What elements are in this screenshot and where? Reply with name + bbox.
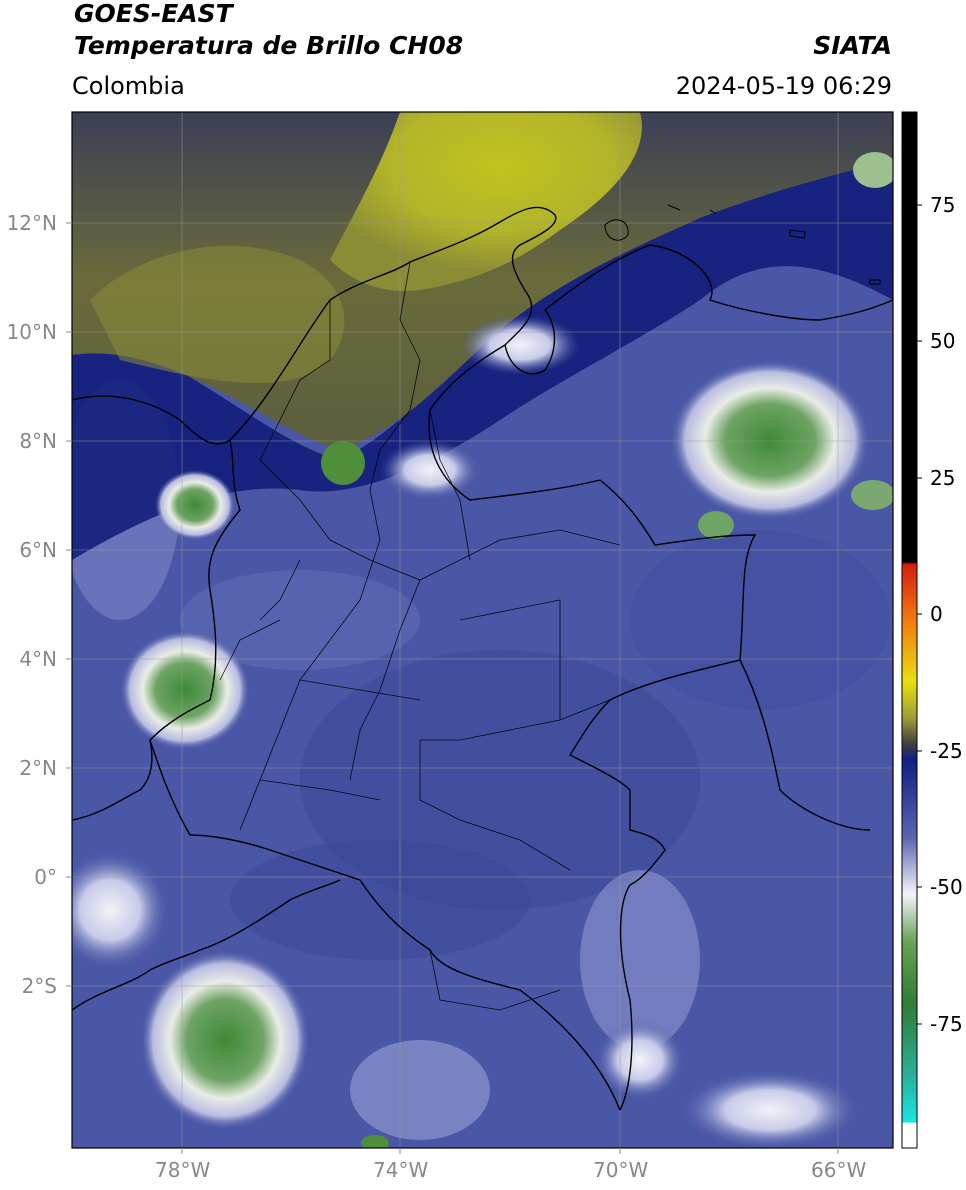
country-borders [72, 206, 893, 1111]
colorbar-label-75: 75 [930, 193, 956, 217]
lat-label-12n: 12°N [6, 211, 57, 235]
axis-ticks [66, 222, 839, 1154]
lon-label-74w: 74°W [373, 1158, 429, 1182]
gridlines [72, 112, 893, 1148]
department-borders [219, 261, 621, 1011]
lon-label-78w: 78°W [155, 1158, 211, 1182]
lat-label-6n: 6°N [19, 538, 57, 562]
lon-label-66w: 66°W [811, 1158, 867, 1182]
lat-label-10n: 10°N [6, 320, 57, 344]
colorbar-ticks [917, 204, 922, 1025]
lat-label-2n: 2°N [19, 756, 57, 780]
colorbar-label-50: 50 [930, 329, 956, 353]
lat-label-0: 0° [34, 865, 57, 889]
colorbar-label-neg75: -75 [930, 1012, 963, 1036]
map-frame [71, 111, 894, 1149]
colorbar-label-neg50: -50 [930, 875, 963, 899]
lat-label-8n: 8°N [19, 429, 57, 453]
colorbar [901, 111, 918, 1149]
colorbar-label-0: 0 [930, 602, 943, 626]
lat-label-2s: 2°S [21, 974, 57, 998]
satellite-title: GOES-EAST [74, 0, 233, 28]
agency-label: SIATA [813, 31, 892, 60]
colorbar-label-25: 25 [930, 466, 956, 490]
colorbar-label-neg25: -25 [930, 739, 963, 763]
region-label: Colombia [72, 72, 185, 100]
product-title: Temperatura de Brillo CH08 [74, 31, 464, 60]
datetime-label: 2024-05-19 06:29 [675, 72, 892, 100]
lat-label-4n: 4°N [19, 647, 57, 671]
islands [604, 204, 881, 285]
lon-label-70w: 70°W [593, 1158, 649, 1182]
